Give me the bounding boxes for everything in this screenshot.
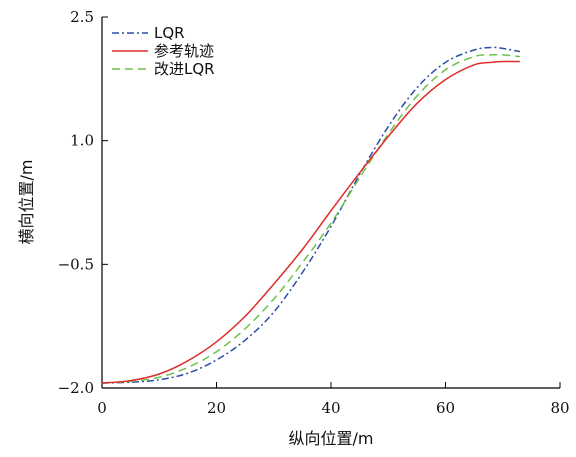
x-axis-title: 纵向位置/m [289,429,374,448]
x-tick-label: 20 [207,399,226,417]
y-axis-title: 横向位置/m [17,160,36,245]
legend-label: LQR [154,24,185,42]
ticks: 0 20 40 60 80 −2.0 −0.5 1.0 2.5 [58,8,570,417]
x-tick-label: 40 [321,399,340,417]
series-line-1 [101,60,520,384]
legend-label: 改进LQR [154,60,215,78]
y-tick-label: −2.0 [58,379,94,397]
x-tick-label: 80 [550,399,569,417]
x-tick-label: 60 [436,399,455,417]
series-line-0 [101,46,521,384]
legend-label: 参考轨迹 [154,42,214,60]
y-tick-label: −0.5 [58,255,94,273]
x-tick-label: 0 [97,399,107,417]
series-layer [101,46,521,384]
y-tick-label: 1.0 [70,132,94,150]
y-tick-label: 2.5 [70,8,94,26]
series-line-2 [101,53,520,384]
